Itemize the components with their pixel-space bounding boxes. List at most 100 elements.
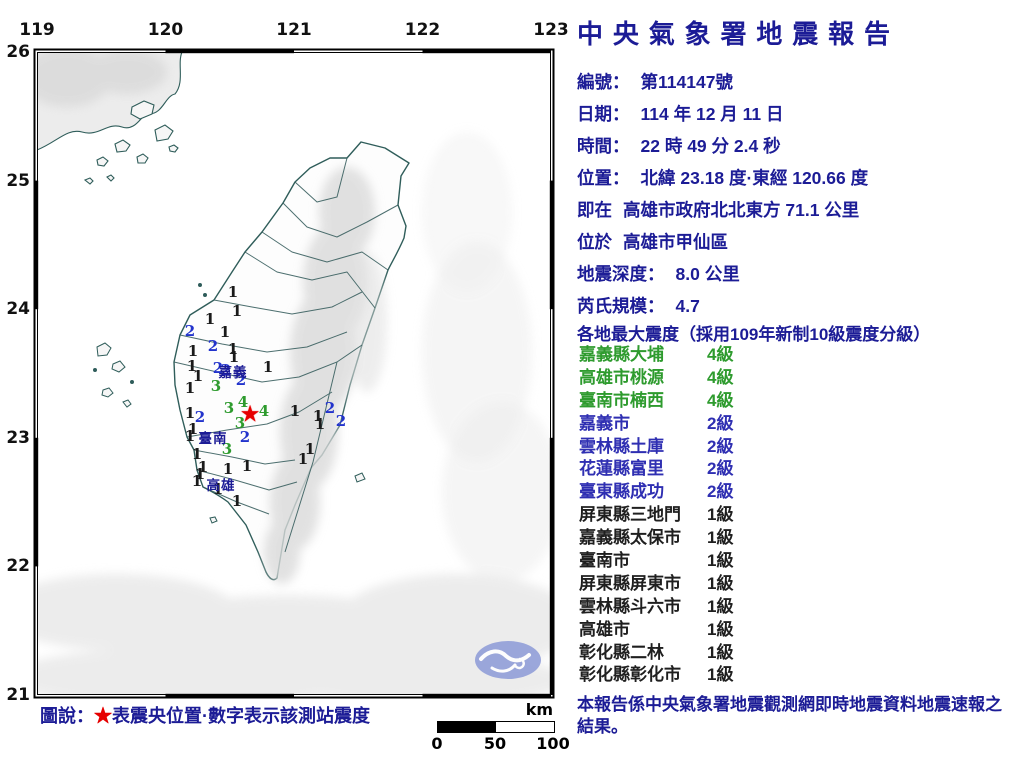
station-intensity-marker: 1 bbox=[184, 426, 196, 445]
report-footnote: 本報告係中央氣象署地震觀測網即時地震資料地震速報之結果。 bbox=[577, 695, 1002, 736]
intensity-row: 嘉義縣大埔 4級 bbox=[579, 344, 733, 367]
intensity-location: 臺南市楠西 bbox=[579, 390, 664, 410]
axis-label-lon: 123 bbox=[533, 20, 569, 40]
intensity-location: 高雄市 bbox=[579, 619, 630, 639]
axis-label-lat: 22 bbox=[6, 556, 30, 577]
intensity-location: 雲林縣土庫 bbox=[579, 436, 664, 456]
station-intensity-marker: 2 bbox=[207, 336, 219, 355]
axis-label-lat: 24 bbox=[6, 299, 30, 320]
scalebar-tick: 100 bbox=[536, 734, 570, 753]
field-value: 114 年 12 月 11 日 bbox=[640, 104, 784, 124]
intensity-level: 1級 bbox=[707, 619, 734, 639]
station-intensity-marker: 1 bbox=[227, 339, 239, 358]
field-label: 位於 bbox=[577, 232, 612, 252]
scalebar-tick: 50 bbox=[483, 734, 507, 753]
intensity-level: 1級 bbox=[707, 573, 734, 593]
station-intensity-marker: 2 bbox=[335, 411, 347, 430]
axis-label-lat: 21 bbox=[6, 685, 30, 705]
scalebar bbox=[437, 721, 555, 733]
station-intensity-marker: 1 bbox=[219, 322, 231, 341]
station-intensity-marker: 1 bbox=[192, 366, 204, 385]
station-intensity-marker: 2 bbox=[239, 427, 251, 446]
station-intensity-marker: 1 bbox=[184, 378, 196, 397]
field-value: 8.0 公里 bbox=[675, 264, 740, 284]
intensity-location: 彰化縣彰化市 bbox=[579, 665, 681, 685]
station-intensity-marker: 2 bbox=[184, 321, 196, 340]
station-intensity-marker: 1 bbox=[231, 301, 243, 320]
offshore-islets bbox=[198, 283, 366, 524]
terrain-shading bbox=[264, 167, 387, 584]
intensity-row: 花蓮縣富里 2級 bbox=[579, 458, 733, 481]
intensity-location: 嘉義縣大埔 bbox=[579, 345, 664, 364]
station-intensity-marker: 1 bbox=[197, 457, 209, 476]
intensity-location: 嘉義市 bbox=[579, 413, 630, 433]
intensity-level: 1級 bbox=[707, 505, 734, 525]
intensity-level: 1級 bbox=[707, 642, 734, 662]
intensity-location: 嘉義縣太保市 bbox=[579, 528, 681, 548]
station-intensity-marker: 1 bbox=[314, 414, 326, 433]
intensity-section-header: 各地最大震度（採用109年新制10級震度分級） bbox=[577, 325, 931, 344]
field-value: 4.7 bbox=[675, 296, 700, 316]
report-field: 時間： 22 時 49 分 2.4 秒 bbox=[577, 130, 868, 162]
station-intensity-marker: 1 bbox=[297, 449, 309, 468]
axis-label-lon: 120 bbox=[147, 20, 184, 40]
intensity-level: 2級 bbox=[707, 436, 734, 456]
report-field: 地震深度： 8.0 公里 bbox=[577, 258, 868, 290]
station-intensity-marker: 1 bbox=[194, 464, 206, 483]
intensity-row: 高雄市 1級 bbox=[579, 619, 733, 642]
intensity-level: 2級 bbox=[707, 482, 734, 502]
station-intensity-marker: 1 bbox=[187, 419, 199, 438]
axis-label-lat: 23 bbox=[6, 427, 30, 448]
station-intensity-marker: 1 bbox=[304, 439, 316, 458]
station-intensity-marker: 1 bbox=[228, 347, 240, 366]
page-title: 中央氣象署地震報告 bbox=[577, 19, 900, 49]
field-label: 日期： bbox=[577, 104, 630, 124]
epicenter-star-icon: ★ bbox=[239, 400, 261, 427]
penghu-islands bbox=[93, 342, 134, 408]
station-intensity-marker: 2 bbox=[212, 358, 224, 377]
sea-texture bbox=[37, 132, 551, 695]
station-intensity-marker: 1 bbox=[227, 282, 239, 301]
intensity-location: 臺南市 bbox=[579, 551, 630, 571]
field-label: 芮氏規模： bbox=[577, 296, 665, 316]
station-intensity-marker: 1 bbox=[191, 471, 203, 490]
intensity-location: 屏東縣三地門 bbox=[579, 505, 681, 525]
intensity-level: 1級 bbox=[707, 596, 734, 616]
station-intensity-marker: 3 bbox=[210, 376, 222, 395]
station-intensity-marker: 1 bbox=[289, 401, 301, 420]
report-field: 編號： 第114147號 bbox=[577, 66, 868, 98]
intensity-row: 臺南市 1級 bbox=[579, 550, 733, 573]
intensity-row: 雲林縣土庫 2級 bbox=[579, 436, 733, 459]
field-value: 22 時 49 分 2.4 秒 bbox=[640, 136, 781, 156]
intensity-level: 4級 bbox=[707, 367, 734, 387]
intensity-level: 4級 bbox=[707, 390, 734, 410]
station-intensity-marker: 2 bbox=[235, 370, 247, 389]
field-label: 即在 bbox=[577, 200, 612, 220]
axis-label-lon: 119 bbox=[19, 20, 55, 40]
report-fields: 編號： 第114147號日期： 114 年 12 月 11 日時間： 22 時 49 … bbox=[577, 66, 868, 322]
field-value: 高雄市甲仙區 bbox=[623, 232, 728, 252]
station-intensity-marker: 2 bbox=[324, 398, 336, 417]
report-field: 即在 高雄市政府北北東方 71.1 公里 bbox=[577, 194, 868, 226]
intensity-row: 屏東縣三地門 1級 bbox=[579, 504, 733, 527]
intensity-location: 花蓮縣富里 bbox=[579, 459, 664, 479]
report-field: 位於 高雄市甲仙區 bbox=[577, 226, 868, 258]
intensity-row: 嘉義縣太保市 1級 bbox=[579, 527, 733, 550]
field-label: 時間： bbox=[577, 136, 630, 156]
map-legend: 圖說：★表震央位置·數字表示該測站震度 bbox=[40, 702, 370, 728]
intensity-row: 彰化縣彰化市 1級 bbox=[579, 664, 733, 687]
intensity-level: 1級 bbox=[707, 551, 734, 571]
station-intensity-marker: 3 bbox=[223, 398, 235, 417]
station-intensity-marker: 2 bbox=[194, 407, 206, 426]
mainland-coast bbox=[37, 52, 183, 185]
intensity-level: 1級 bbox=[707, 665, 734, 685]
station-intensity-marker: 1 bbox=[204, 309, 216, 328]
intensity-table: 嘉義縣大埔 4級 高雄市桃源 4級 臺南市楠西 4級 嘉義市 2級 雲林縣土庫 2級 花蓮縣富里 2級… bbox=[579, 344, 733, 687]
intensity-location: 高雄市桃源 bbox=[579, 367, 664, 387]
intensity-level: 1級 bbox=[707, 528, 734, 548]
field-value: 第114147號 bbox=[640, 72, 733, 92]
field-value: 高雄市政府北北東方 71.1 公里 bbox=[623, 200, 860, 220]
axis-label-lon: 122 bbox=[404, 20, 441, 40]
intensity-level: 4級 bbox=[707, 345, 734, 364]
